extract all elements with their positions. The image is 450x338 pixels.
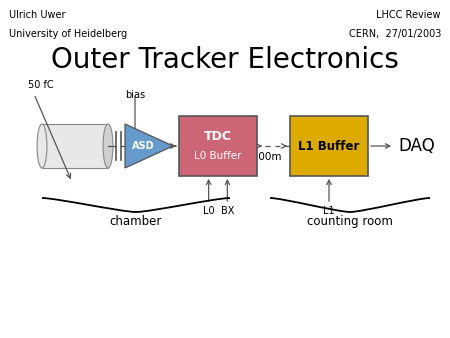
Text: Outer Tracker Electronics: Outer Tracker Electronics — [51, 46, 399, 74]
Text: 50 fC: 50 fC — [28, 80, 54, 90]
Text: TDC: TDC — [204, 129, 232, 143]
Text: DAQ: DAQ — [398, 137, 435, 155]
Ellipse shape — [103, 124, 113, 168]
Text: L0 Buffer: L0 Buffer — [194, 151, 242, 161]
Text: BX: BX — [220, 206, 234, 216]
Text: bias: bias — [125, 90, 145, 100]
Text: chamber: chamber — [110, 215, 162, 228]
Text: ~100m: ~100m — [244, 152, 283, 162]
Text: LHCC Review: LHCC Review — [377, 10, 441, 20]
Text: Ulrich Uwer: Ulrich Uwer — [9, 10, 66, 20]
Ellipse shape — [37, 124, 47, 168]
Polygon shape — [125, 124, 173, 168]
Text: L1: L1 — [323, 206, 335, 216]
Bar — [290, 116, 368, 176]
Text: CERN,  27/01/2003: CERN, 27/01/2003 — [349, 29, 441, 39]
Text: L0: L0 — [203, 206, 215, 216]
Text: ASD: ASD — [132, 141, 154, 151]
Bar — [179, 116, 257, 176]
Text: L1 Buffer: L1 Buffer — [298, 140, 360, 152]
Bar — [42, 124, 108, 168]
Text: University of Heidelberg: University of Heidelberg — [9, 29, 127, 39]
Text: counting room: counting room — [307, 215, 393, 228]
